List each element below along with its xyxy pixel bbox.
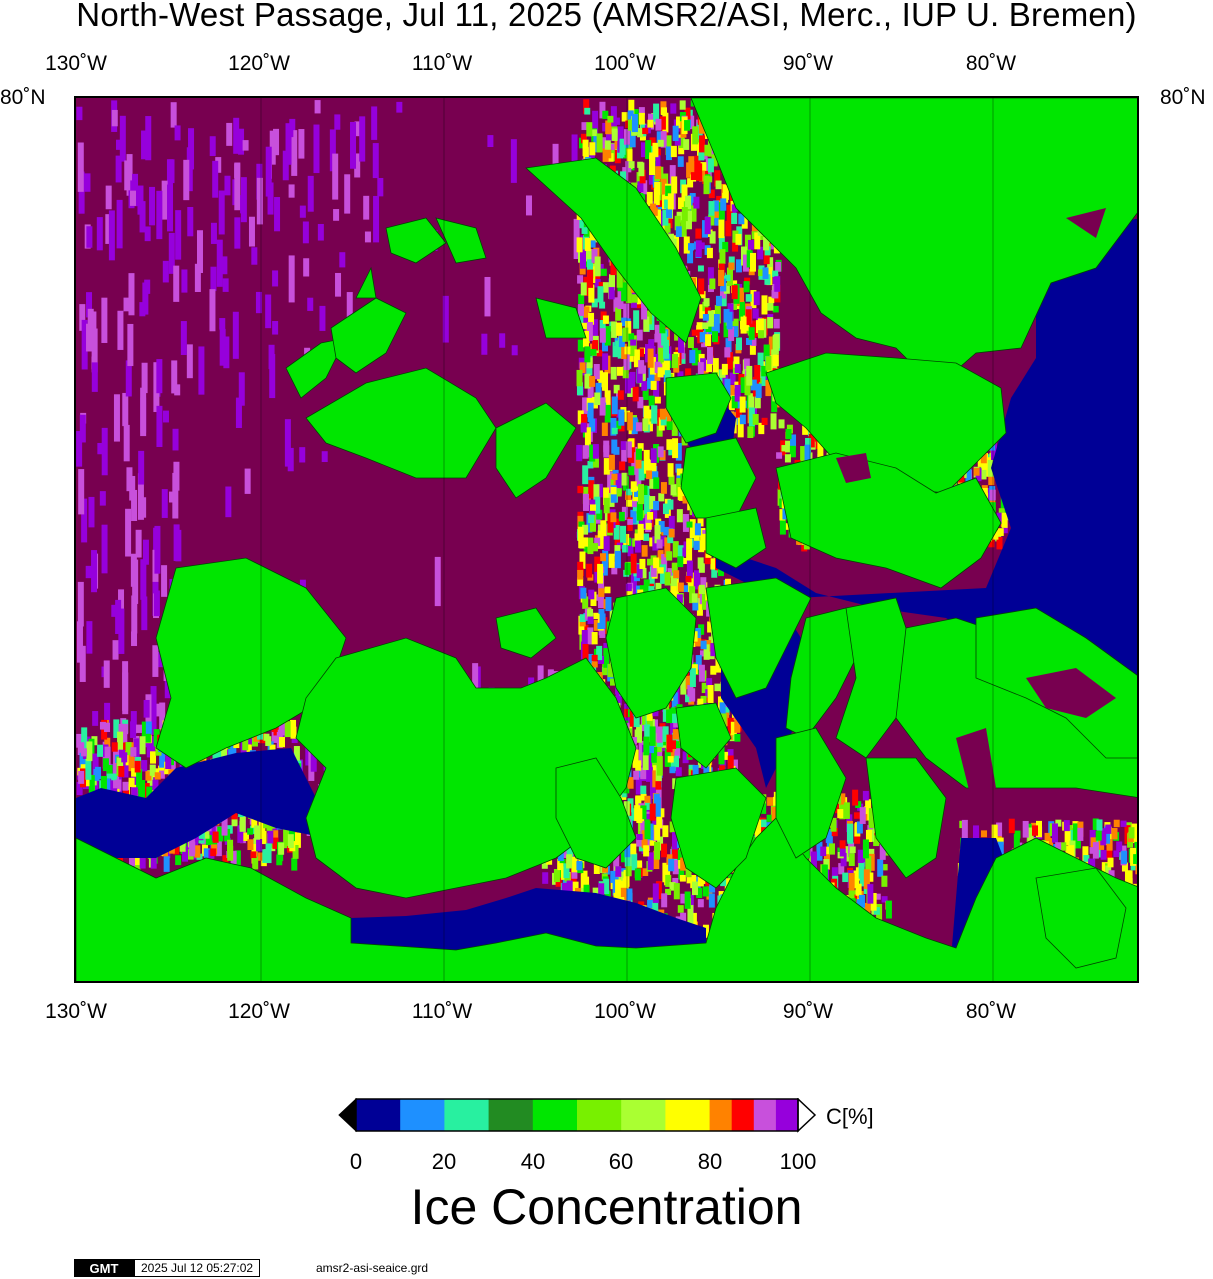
colorbar-label: Ice Concentration: [410, 1179, 803, 1235]
graticule: [260, 98, 994, 981]
lon-label-bottom: 80˚W: [965, 1000, 1017, 1023]
colorbar-cell: [775, 1099, 799, 1131]
lon-label-bottom: 90˚W: [782, 1000, 834, 1023]
colorbar-tick: 40: [520, 1149, 546, 1174]
lon-label-top: 120˚W: [228, 52, 290, 75]
colorbar-cell: [356, 1099, 401, 1131]
lat-label-right: 80˚N: [1160, 86, 1206, 109]
colorbar-tick: 60: [608, 1149, 634, 1174]
lon-label-top: 110˚W: [411, 52, 473, 75]
lon-label-top: 90˚W: [782, 52, 834, 75]
lon-label-top: 130˚W: [45, 52, 107, 75]
colorbar-cell: [444, 1099, 490, 1131]
map-canvas: [76, 98, 1137, 981]
data-filename: amsr2-asi-seaice.grd: [316, 1261, 429, 1275]
map-title: North-West Passage, Jul 11, 2025 (AMSR2/…: [76, 0, 1137, 33]
colorbar-under-arrow: [338, 1098, 357, 1133]
colorbar-cell: [532, 1099, 578, 1131]
land-masses: [76, 98, 1137, 981]
colorbar-cell: [621, 1099, 666, 1131]
colorbar-over-arrow: [797, 1098, 817, 1133]
colorbar-unit: C[%]: [826, 1104, 874, 1129]
colorbar-tick: 20: [431, 1149, 457, 1174]
timestamp-text: 2025 Jul 12 05:27:02: [134, 1259, 261, 1277]
colorbar-tick: 100: [779, 1149, 817, 1174]
gmt-logo: GMT: [74, 1259, 134, 1277]
lon-label-bottom: 100˚W: [594, 1000, 656, 1023]
colorbar-cell: [665, 1099, 711, 1131]
colorbar-cell: [400, 1099, 445, 1131]
lon-label-top: 80˚W: [965, 52, 1017, 75]
lon-label-bottom: 110˚W: [411, 1000, 473, 1023]
colorbar-tick: 80: [697, 1149, 723, 1174]
colorbar-cells: [356, 1099, 799, 1131]
land-inlets: [836, 208, 1116, 798]
gmt-timestamp: GMT 2025 Jul 12 05:27:02: [74, 1259, 261, 1277]
ice-concentration-map: [74, 96, 1139, 983]
colorbar-cell: [731, 1099, 755, 1131]
colorbar-cell: [577, 1099, 622, 1131]
lon-label-bottom: 130˚W: [45, 1000, 107, 1023]
lat-label-left: 80˚N: [0, 86, 46, 109]
lon-label-bottom: 120˚W: [228, 1000, 290, 1023]
colorbar-cell: [753, 1099, 777, 1131]
colorbar-cell: [709, 1099, 733, 1131]
colorbar-cell: [488, 1099, 534, 1131]
colorbar: [338, 1098, 817, 1133]
colorbar-tick: 0: [349, 1149, 363, 1174]
lon-label-top: 100˚W: [594, 52, 656, 75]
